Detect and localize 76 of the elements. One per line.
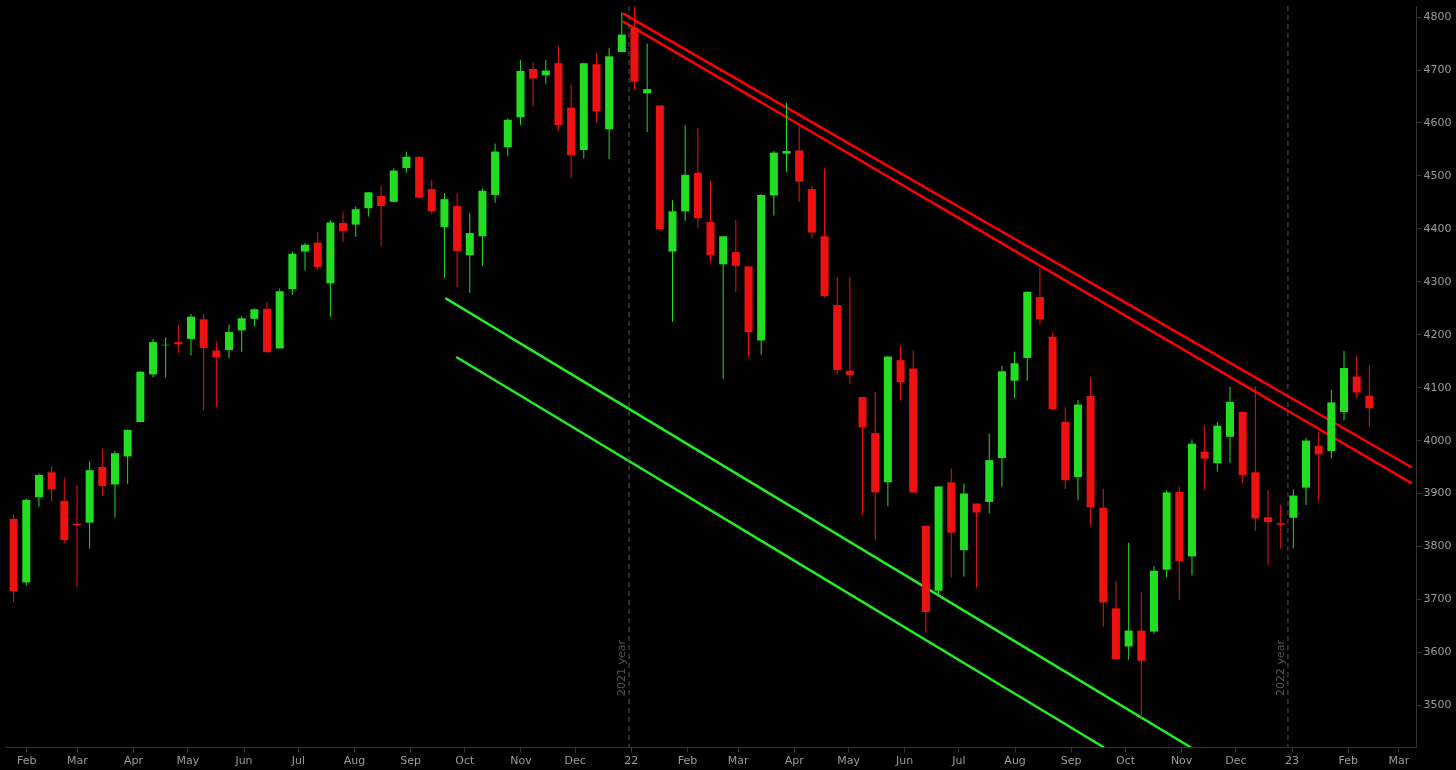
candlestick <box>402 151 411 174</box>
candlestick <box>529 61 538 108</box>
x-tick-label: Jul <box>951 753 966 767</box>
candlestick <box>250 307 259 328</box>
y-tick-label: 4100 <box>1423 380 1452 394</box>
candlestick <box>731 219 740 293</box>
y-tick-label: 4300 <box>1423 274 1452 288</box>
x-tick-label: Jul <box>290 753 305 767</box>
ref-line-label: 2022 year <box>1273 639 1287 696</box>
x-tick-label: Oct <box>455 753 476 767</box>
candlestick <box>301 242 310 272</box>
x-tick-label: Mar <box>1388 753 1410 767</box>
candlestick <box>465 212 474 294</box>
y-tick-label: 4500 <box>1423 168 1452 182</box>
x-tick-label: Feb <box>1338 753 1358 767</box>
candlestick <box>1289 489 1298 550</box>
y-tick-label: 4200 <box>1423 327 1452 341</box>
candlestick <box>896 345 905 402</box>
x-tick-label: Feb <box>677 753 698 767</box>
x-tick-label: Jun <box>895 753 914 767</box>
candlestick <box>364 191 373 218</box>
x-tick-label: Nov <box>510 753 533 767</box>
y-tick-label: 4600 <box>1423 115 1452 129</box>
candlestick <box>339 211 348 243</box>
x-tick-label: May <box>837 753 861 767</box>
y-tick-label: 3600 <box>1423 645 1452 659</box>
x-tick-label: Jun <box>234 753 253 767</box>
x-tick-label: Aug <box>343 753 366 767</box>
y-tick-label: 3700 <box>1423 592 1452 606</box>
candlestick <box>237 315 246 353</box>
x-tick-label: Nov <box>1170 753 1193 767</box>
candlestick <box>1276 504 1285 550</box>
x-tick-label: Apr <box>784 753 805 767</box>
y-tick-label: 3900 <box>1423 486 1452 500</box>
candlestick <box>1314 431 1323 502</box>
candlestick <box>1035 267 1044 326</box>
x-tick-label: 23 <box>1285 753 1300 767</box>
candlestick <box>1365 365 1374 428</box>
candlestick <box>617 11 626 53</box>
y-tick-label: 4400 <box>1423 221 1452 235</box>
x-tick-label: Dec <box>564 753 586 767</box>
y-tick-label: 4800 <box>1423 10 1452 24</box>
candlestick <box>1200 424 1209 491</box>
x-tick-label: 22 <box>624 753 639 767</box>
candlestick <box>427 179 436 215</box>
x-tick-label: Sep <box>1060 753 1082 767</box>
candlestick <box>1124 542 1133 661</box>
candlestick <box>187 313 196 356</box>
y-tick-label: 3800 <box>1423 539 1452 553</box>
x-tick-label: May <box>176 753 200 767</box>
candlestick <box>782 102 791 173</box>
candlestick <box>643 43 652 133</box>
x-tick-label: Oct <box>1115 753 1136 767</box>
candlestick <box>1264 489 1272 566</box>
candlestick <box>1352 354 1361 399</box>
candlestick <box>351 206 360 238</box>
y-tick-label: 4700 <box>1423 63 1452 77</box>
x-tick-label: Apr <box>124 753 144 767</box>
candlestick <box>98 448 107 497</box>
candlestick <box>174 324 183 354</box>
candlestick <box>845 276 854 385</box>
candlestick <box>972 503 981 589</box>
x-tick-label: Dec <box>1225 753 1247 767</box>
x-tick-label: Sep <box>400 753 421 767</box>
x-tick-label: Mar <box>727 753 749 767</box>
x-tick-label: Aug <box>1004 753 1026 767</box>
ref-line-label: 2021 year <box>615 639 629 696</box>
x-tick-label: Feb <box>17 753 37 767</box>
candlestick <box>377 185 386 247</box>
y-tick-label: 4000 <box>1423 433 1452 447</box>
candlestick <box>34 472 43 508</box>
y-tick-label: 3500 <box>1423 698 1452 712</box>
candlestick <box>225 324 234 359</box>
candlestick <box>1010 351 1019 399</box>
candlestick <box>47 465 56 502</box>
x-tick-label: Mar <box>67 753 89 767</box>
